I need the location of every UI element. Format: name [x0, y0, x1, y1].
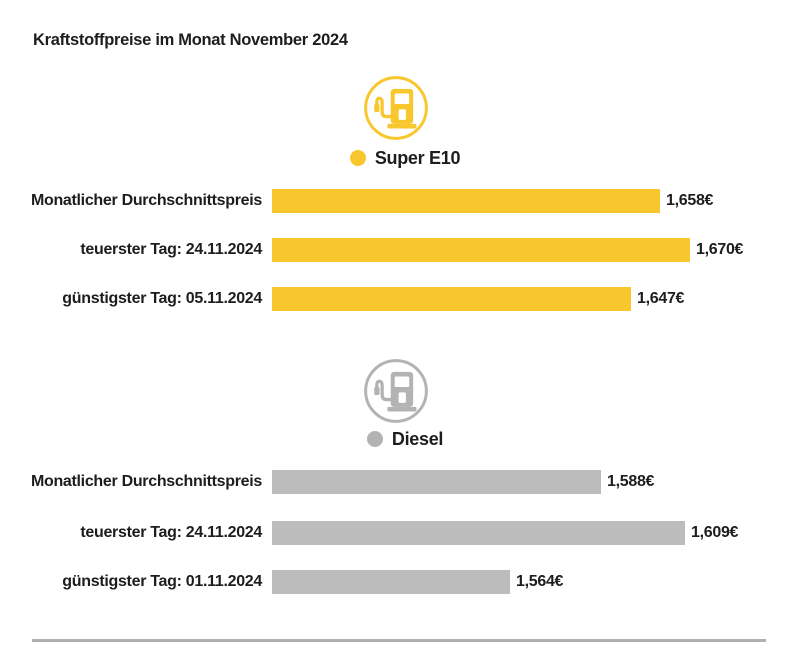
bottom-divider [32, 639, 766, 642]
bar-diesel-max [272, 521, 685, 545]
fuel-pump-icon [363, 75, 429, 141]
diesel-legend-dot-icon [366, 431, 383, 447]
bar-label: Monatlicher Durchschnittspreis [30, 473, 262, 490]
bar-value: 1,670€ [696, 241, 744, 258]
bar-label: günstigster Tag: 01.11.2024 [62, 573, 262, 590]
bar-row: Monatlicher Durchschnittspreis 1,588€ [0, 470, 810, 494]
bar-label: Monatlicher Durchschnittspreis [30, 192, 262, 209]
bar-row: Monatlicher Durchschnittspreis 1,658€ [0, 189, 810, 213]
bar-label: günstigster Tag: 05.11.2024 [62, 290, 262, 307]
super-e10-legend-dot-icon [349, 150, 366, 166]
bar-value: 1,564€ [516, 573, 564, 590]
bar-row: günstigster Tag: 05.11.2024 1,647€ [0, 287, 810, 311]
bar-label: teuerster Tag: 24.11.2024 [80, 241, 262, 258]
bar-value: 1,658€ [666, 192, 714, 209]
bar-diesel-min [272, 570, 510, 594]
legend-diesel: Diesel [0, 429, 810, 449]
bar-super-e10-min [272, 287, 631, 311]
fuel-pump-icon [363, 358, 429, 424]
bar-diesel-average [272, 470, 601, 494]
legend-super-e10: Super E10 [0, 148, 810, 168]
bar-value: 1,647€ [637, 290, 685, 307]
bar-value: 1,588€ [607, 473, 655, 490]
legend-label-super-e10: Super E10 [374, 147, 461, 168]
page-title: Kraftstoffpreise im Monat November 2024 [33, 31, 348, 49]
bar-row: teuerster Tag: 24.11.2024 1,609€ [0, 521, 810, 545]
bar-value: 1,609€ [691, 524, 739, 541]
bar-super-e10-average [272, 189, 660, 213]
legend-label-diesel: Diesel [391, 428, 444, 449]
bar-super-e10-max [272, 238, 690, 262]
bar-label: teuerster Tag: 24.11.2024 [80, 524, 262, 541]
bar-row: günstigster Tag: 01.11.2024 1,564€ [0, 570, 810, 594]
bar-row: teuerster Tag: 24.11.2024 1,670€ [0, 238, 810, 262]
